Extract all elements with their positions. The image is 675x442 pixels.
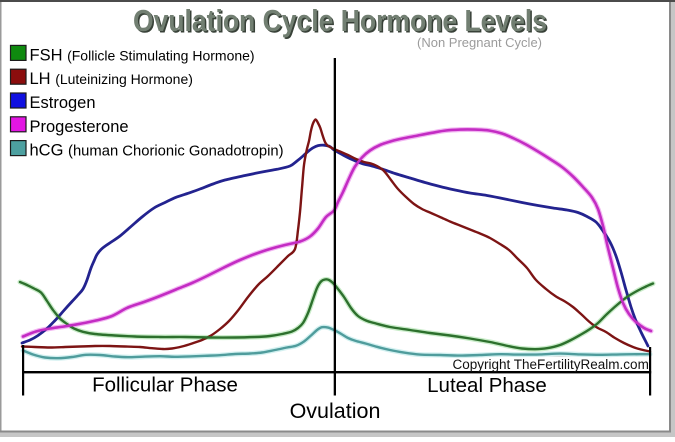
svg-text:Estrogen: Estrogen	[30, 94, 96, 112]
svg-text:Ovulation: Ovulation	[290, 399, 381, 423]
svg-text:(Non Pregnant Cycle): (Non Pregnant Cycle)	[417, 35, 542, 50]
svg-text:Ovulation Cycle Hormone Levels: Ovulation Cycle Hormone Levels	[133, 3, 547, 38]
svg-text:LH (Luteinizing Hormone): LH (Luteinizing Hormone)	[30, 70, 193, 88]
svg-text:hCG (human Chorionic Gonadotro: hCG (human Chorionic Gonadotropin)	[30, 142, 284, 160]
svg-text:Copyright TheFertilityRealm.co: Copyright TheFertilityRealm.com	[453, 357, 649, 372]
svg-text:FSH (Follicle Stimulating Horm: FSH (Follicle Stimulating Hormone)	[30, 46, 255, 64]
svg-text:Follicular Phase: Follicular Phase	[92, 373, 238, 396]
svg-text:Ovulation Cycle Hormone Levels: Ovulation Cycle Hormone Levels	[135, 4, 549, 39]
svg-text:Luteal Phase: Luteal Phase	[427, 374, 547, 397]
svg-text:Progesterone: Progesterone	[30, 118, 129, 136]
